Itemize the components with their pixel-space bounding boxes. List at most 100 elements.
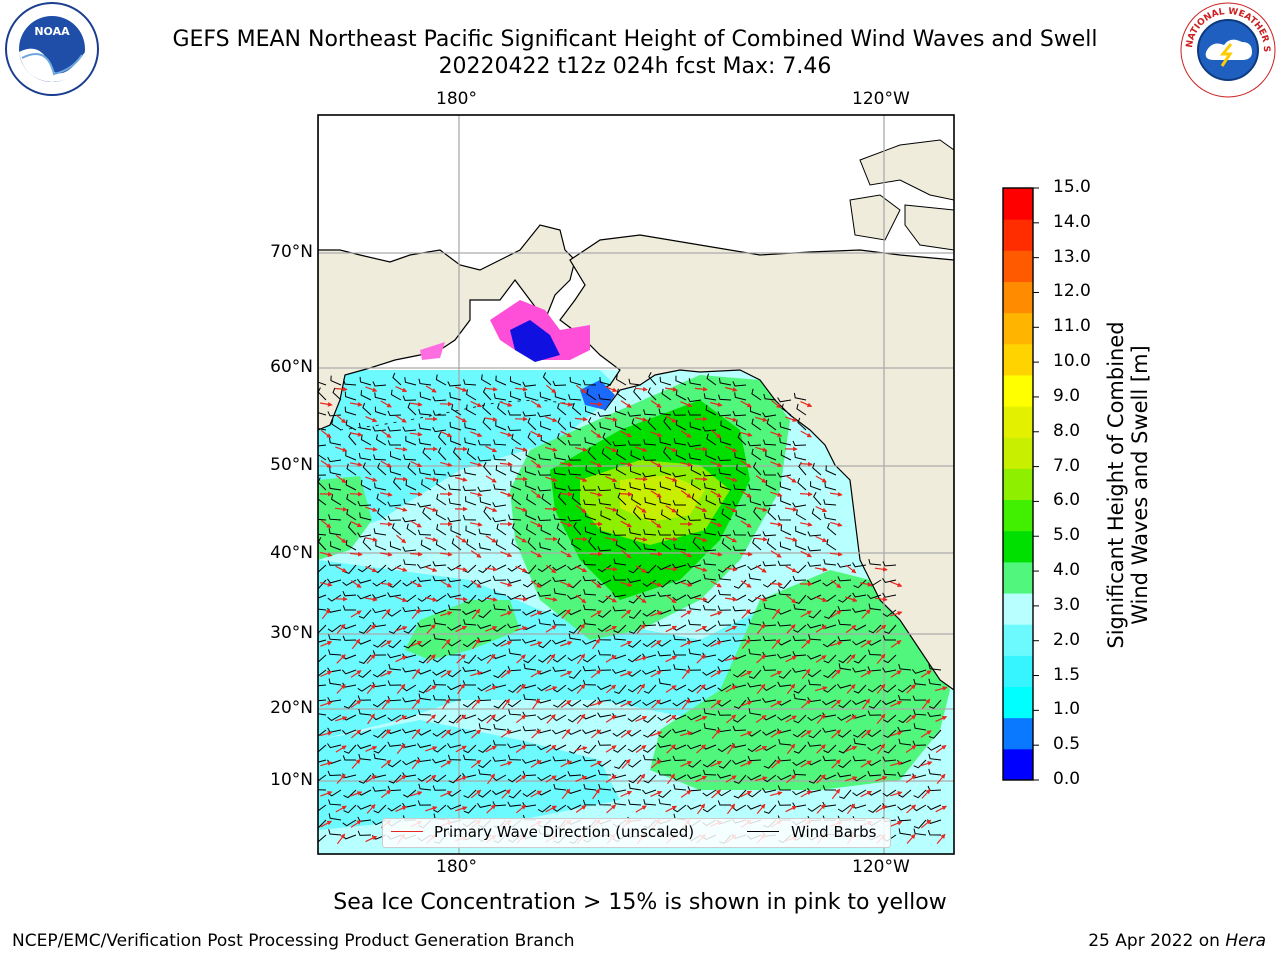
wave-direction-arrow (621, 609, 632, 619)
map-legend: Primary Wave Direction (unscaled) Wind B… (382, 818, 891, 848)
wave-direction-arrow (455, 476, 468, 482)
wind-barb (374, 392, 387, 401)
wave-direction-arrow (455, 625, 468, 633)
wind-barb (793, 624, 807, 633)
wind-barb (811, 508, 822, 521)
wind-barb (327, 743, 342, 749)
wave-direction-arrow (335, 446, 348, 452)
wind-barb (522, 758, 537, 764)
wave-direction-arrow (666, 744, 676, 754)
wind-barb (357, 830, 372, 836)
wave-direction-arrow (499, 461, 513, 467)
wind-barb (897, 684, 912, 693)
wave-direction-arrow (530, 400, 542, 408)
wave-direction-arrow (769, 521, 783, 527)
wind-barb (552, 576, 567, 583)
wave-direction-arrow (935, 805, 948, 813)
wind-barb (643, 543, 657, 551)
wind-barb (762, 635, 777, 642)
wind-barb (614, 684, 627, 694)
wind-barb (330, 375, 342, 386)
wind-barb (327, 714, 342, 722)
wave-direction-arrow (484, 597, 498, 602)
wind-barb (628, 783, 642, 791)
wind-barb (477, 654, 492, 662)
wind-barb (552, 639, 567, 645)
wind-barb (318, 474, 327, 476)
wave-direction-arrow (756, 654, 767, 664)
wave-direction-arrow (845, 776, 858, 782)
wind-barb (567, 516, 582, 522)
wave-direction-arrow (665, 655, 678, 663)
wind-barb (657, 621, 672, 627)
wind-barb (672, 472, 687, 478)
wave-direction-arrow (831, 729, 842, 739)
colorbar-segment (1003, 406, 1033, 438)
wind-barb (582, 639, 597, 645)
wind-barb (447, 471, 462, 477)
wave-direction-arrow (799, 522, 813, 527)
wind-barb (493, 393, 507, 401)
wind-barb (792, 440, 807, 447)
wind-barb (492, 740, 507, 746)
wind-barb (792, 759, 807, 767)
wave-direction-arrow (815, 655, 827, 663)
wave-direction-arrow (485, 445, 498, 453)
wind-barb (525, 450, 537, 461)
wind-barb (852, 789, 867, 797)
wave-direction-arrow (470, 550, 482, 558)
wind-barb (810, 481, 822, 491)
wind-barb (387, 804, 402, 812)
wind-barb (657, 742, 672, 748)
wind-barb (418, 783, 432, 791)
wave-direction-arrow (696, 744, 706, 754)
wind-barb (493, 699, 507, 709)
wind-barb (616, 449, 627, 461)
wind-barb (553, 468, 567, 476)
wave-direction-arrow (411, 698, 421, 709)
wave-direction-arrow (725, 446, 738, 453)
wind-barb (732, 759, 747, 765)
colorbar-tick-label: 5.0 (1053, 525, 1081, 546)
wind-barb (717, 564, 732, 573)
colorbar-segment (1003, 717, 1033, 750)
wave-direction-arrow (515, 745, 527, 753)
wind-barb (360, 479, 372, 491)
wave-direction-arrow (785, 475, 797, 483)
wind-barb (527, 432, 537, 446)
wind-barb (597, 799, 612, 806)
wind-barb (717, 411, 732, 417)
wind-barb (585, 465, 597, 476)
wind-barb (478, 769, 492, 776)
wind-barb (687, 804, 702, 810)
wind-barb (717, 605, 732, 611)
wind-barb (823, 499, 837, 506)
wind-barb (463, 594, 477, 604)
wind-barb (868, 624, 882, 634)
wave-direction-arrow (545, 686, 558, 692)
wave-direction-arrow (395, 596, 408, 602)
wave-direction-arrow (530, 760, 542, 768)
wind-barb (464, 437, 477, 446)
wave-direction-arrow (364, 537, 378, 542)
wave-direction-arrow (635, 716, 648, 722)
wind-barb (673, 543, 687, 551)
wave-direction-arrow (605, 386, 618, 392)
wind-barb (612, 699, 627, 705)
wave-direction-arrow (531, 729, 541, 739)
wind-barb (687, 774, 702, 780)
wave-direction-arrow (921, 789, 931, 799)
wind-barb (422, 447, 432, 461)
wave-direction-arrow (350, 700, 362, 708)
wave-direction-arrow (696, 803, 706, 815)
wind-barb (388, 639, 402, 649)
wind-barb (658, 798, 672, 806)
wind-barb (432, 609, 447, 615)
wind-barb (417, 563, 432, 569)
wind-barb (673, 664, 687, 671)
wave-direction-arrow (321, 608, 331, 620)
wind-barb (432, 426, 447, 433)
wave-direction-arrow (484, 416, 498, 422)
wave-direction-arrow (425, 806, 438, 812)
